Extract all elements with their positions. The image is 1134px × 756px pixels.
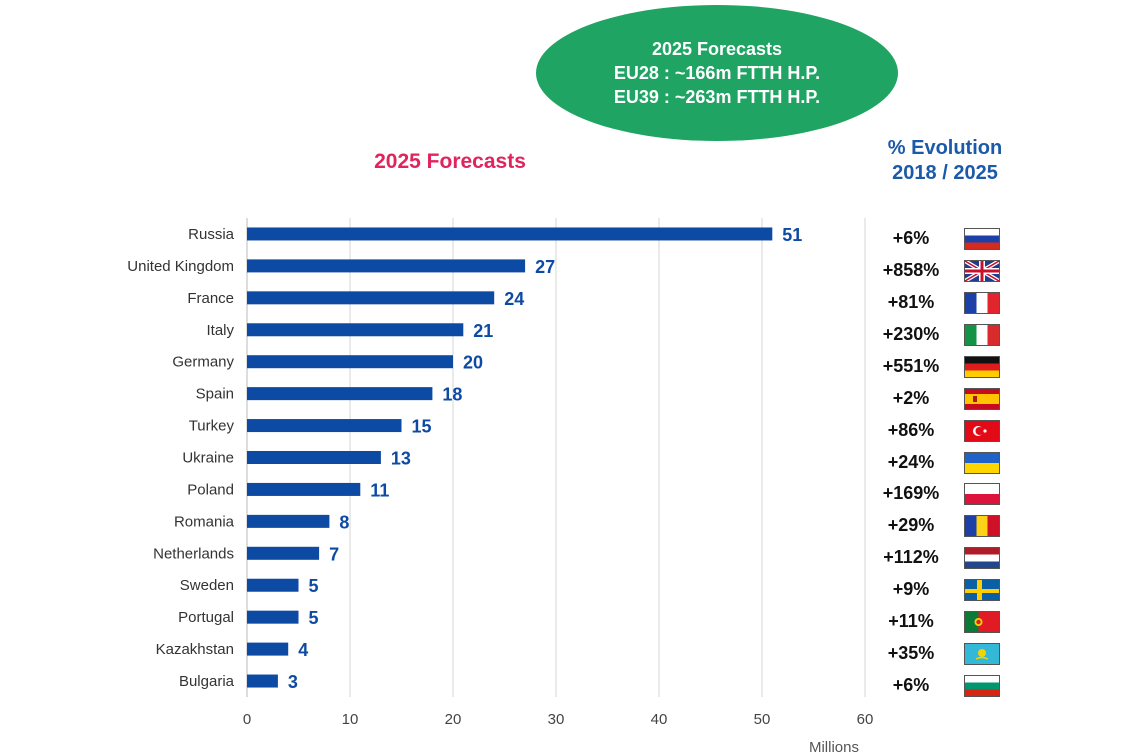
turkey-flag-icon xyxy=(964,419,1000,442)
value-label: 21 xyxy=(473,321,493,341)
bar xyxy=(247,514,330,528)
x-tick-label: 40 xyxy=(651,711,668,728)
evolution-title-line-2: 2018 / 2025 xyxy=(892,162,998,184)
bar xyxy=(247,291,495,305)
category-label: France xyxy=(187,290,234,307)
evolution-percent: +86% xyxy=(887,419,935,440)
bar xyxy=(247,674,278,688)
value-label: 4 xyxy=(298,640,308,660)
italy-flag-icon xyxy=(964,323,1000,346)
evolution-percent: +24% xyxy=(887,451,935,472)
bar xyxy=(247,227,773,241)
spain-flag-icon xyxy=(964,387,1000,410)
value-label: 5 xyxy=(309,608,319,628)
bar xyxy=(247,546,320,560)
x-tick-label: 10 xyxy=(342,711,359,728)
value-label: 51 xyxy=(782,225,802,245)
bar xyxy=(247,323,464,337)
bar xyxy=(247,451,381,464)
evolution-percent: +230% xyxy=(882,323,940,344)
evolution-percent: +29% xyxy=(887,515,935,536)
category-label: Spain xyxy=(196,386,234,403)
category-label: Germany xyxy=(172,354,234,371)
value-label: 11 xyxy=(370,480,389,500)
kazakhstan-flag-icon xyxy=(964,643,1000,666)
evolution-percent: +551% xyxy=(882,355,940,376)
evolution-percent: +9% xyxy=(892,579,930,600)
portugal-flag-icon xyxy=(964,611,1000,634)
badge-line-2: EU28 : ~166m FTTH H.P. xyxy=(613,63,821,83)
value-label: 18 xyxy=(442,385,462,405)
chart-title: 2025 Forecasts xyxy=(374,150,526,173)
bar xyxy=(247,642,289,656)
evolution-percent: +35% xyxy=(887,643,935,664)
category-label: Sweden xyxy=(180,577,234,594)
category-label: Ukraine xyxy=(182,450,234,467)
bar xyxy=(247,610,299,624)
france-flag-icon xyxy=(964,291,1000,314)
value-label: 24 xyxy=(504,289,524,309)
evolution-percent: +81% xyxy=(887,291,935,312)
category-label: United Kingdom xyxy=(127,258,234,275)
category-label: Portugal xyxy=(178,609,234,626)
value-label: 27 xyxy=(535,257,555,277)
evolution-percent: +11% xyxy=(888,611,934,632)
evolution-percent: +169% xyxy=(882,483,940,504)
forecast-summary-badge: 2025 Forecasts EU28 : ~166m FTTH H.P. EU… xyxy=(536,5,898,141)
value-label: 7 xyxy=(329,544,339,564)
category-label: Netherlands xyxy=(153,545,234,562)
bulgaria-flag-icon xyxy=(964,675,1000,698)
evolution-percent: +2% xyxy=(892,387,930,408)
evolution-title: % Evolution 2018 / 2025 xyxy=(862,136,1028,186)
badge-line-3: EU39 : ~263m FTTH H.P. xyxy=(613,87,821,107)
russia-flag-icon xyxy=(964,227,1000,250)
category-label: Russia xyxy=(188,226,235,243)
value-label: 13 xyxy=(391,449,411,469)
germany-flag-icon xyxy=(964,355,1000,378)
badge-line-1: 2025 Forecasts xyxy=(651,39,783,59)
bar xyxy=(247,387,433,401)
x-tick-label: 20 xyxy=(445,711,462,728)
x-tick-label: 30 xyxy=(548,711,565,728)
x-tick-label: 0 xyxy=(243,711,251,728)
poland-flag-icon xyxy=(964,483,1000,506)
category-label: Poland xyxy=(187,481,234,498)
uk-flag-icon xyxy=(964,259,1000,282)
category-label: Romania xyxy=(174,513,235,530)
sweden-flag-icon xyxy=(964,579,1000,602)
evolution-title-line-1: % Evolution xyxy=(887,137,1003,159)
category-label: Bulgaria xyxy=(179,673,235,690)
romania-flag-icon xyxy=(964,515,1000,538)
evolution-percent: +858% xyxy=(882,259,940,280)
evolution-percent: +6% xyxy=(892,675,930,696)
bar xyxy=(247,355,453,369)
bar xyxy=(247,259,526,273)
value-label: 3 xyxy=(288,672,298,692)
bar xyxy=(247,578,299,592)
category-label: Kazakhstan xyxy=(156,641,234,658)
value-label: 8 xyxy=(339,512,349,532)
x-tick-label: 60 xyxy=(857,711,874,728)
ukraine-flag-icon xyxy=(964,451,1000,474)
evolution-percent: +6% xyxy=(892,227,930,248)
value-label: 15 xyxy=(412,417,432,437)
x-tick-label: 50 xyxy=(754,711,771,728)
category-label: Turkey xyxy=(189,418,235,435)
bar xyxy=(247,482,361,496)
netherlands-flag-icon xyxy=(964,547,1000,570)
x-axis-title: Millions xyxy=(809,739,859,756)
bar xyxy=(247,419,402,433)
evolution-percent: +112% xyxy=(883,547,939,568)
value-label: 20 xyxy=(463,353,483,373)
value-label: 5 xyxy=(309,576,319,596)
category-label: Italy xyxy=(206,322,234,339)
